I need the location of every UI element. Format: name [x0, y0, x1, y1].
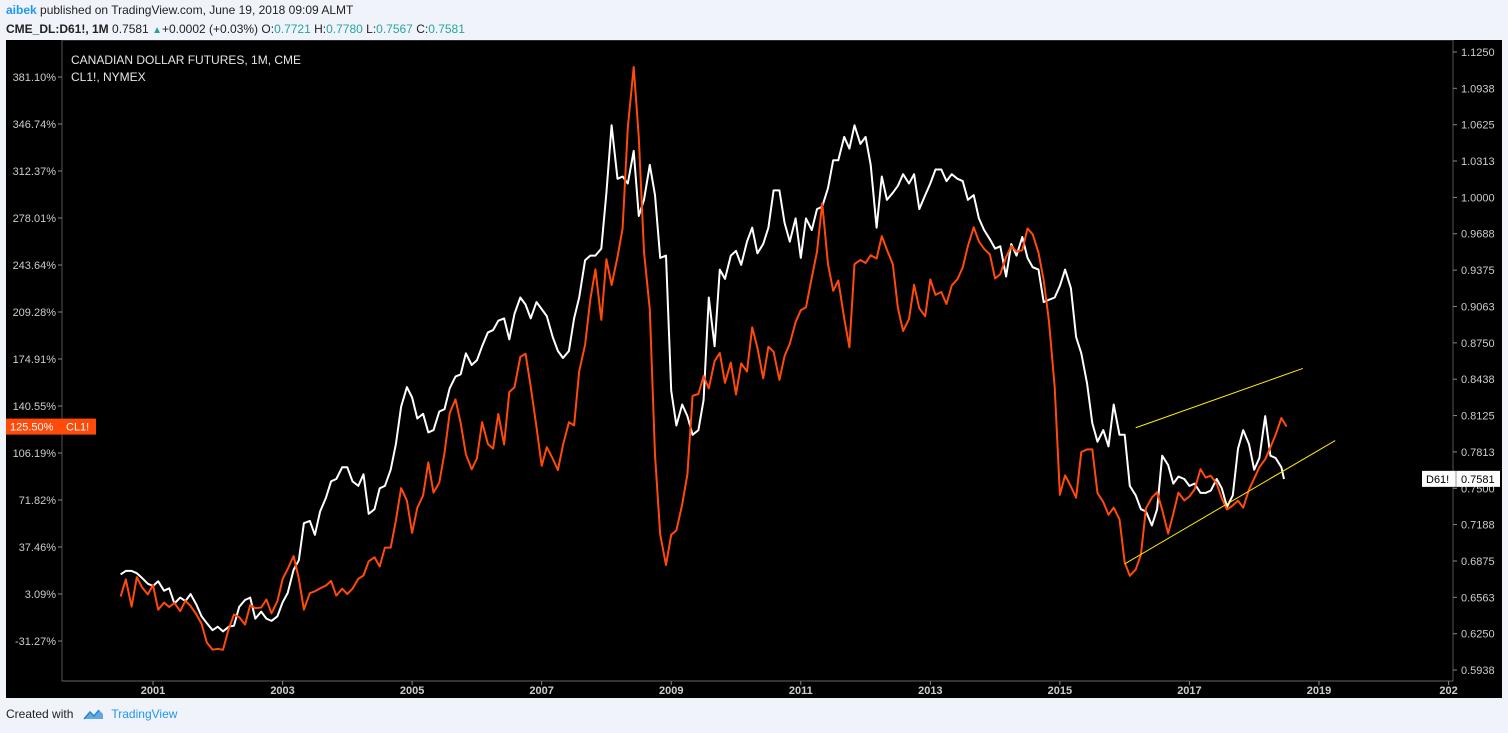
right-axis-label: 0.8125 — [1461, 411, 1495, 423]
x-axis-label: 2017 — [1177, 685, 1201, 697]
x-axis-label: 2011 — [789, 685, 813, 697]
right-axis-label: 0.9063 — [1461, 301, 1495, 313]
right-axis-label: 1.0000 — [1461, 192, 1495, 204]
left-axis-label: 3.09% — [25, 589, 56, 601]
x-axis-label: 2007 — [529, 685, 553, 697]
left-axis-label: 106.19% — [13, 448, 57, 460]
left-axis-label: 346.74% — [13, 119, 57, 131]
chart-title: CANADIAN DOLLAR FUTURES, 1M, CME — [71, 53, 301, 67]
left-axis-label: 209.28% — [13, 307, 57, 319]
x-axis-label: 2005 — [400, 685, 424, 697]
publish-info: aibek published on TradingView.com, June… — [6, 3, 353, 17]
right-axis-label: 0.7813 — [1461, 447, 1495, 459]
trendline-2 — [1124, 440, 1336, 565]
right-axis-label: 0.7188 — [1461, 520, 1495, 532]
left-axis-label: 312.37% — [13, 166, 57, 178]
x-axis-label: 202 — [1439, 685, 1457, 697]
x-axis-label: 2009 — [659, 685, 683, 697]
tradingview-cloud-icon — [83, 709, 104, 720]
right-axis-label: 0.8750 — [1461, 338, 1495, 350]
series-line-cl1 — [119, 66, 1288, 651]
symbol-info: CME_DL:D61!, 1M 0.7581 ▲+0.0002 (+0.03%)… — [6, 22, 465, 36]
series-line-d61 — [120, 124, 1285, 633]
publish-text: published on TradingView.com, June 19, 2… — [36, 3, 354, 17]
footer: Created with TradingView — [6, 707, 177, 721]
x-axis-label: 2015 — [1048, 685, 1072, 697]
chart-subtitle: CL1!, NYMEX — [71, 70, 146, 84]
left-axis-label: 278.01% — [13, 213, 57, 225]
trendline-1 — [1135, 367, 1303, 429]
high-value: 0.7780 — [326, 22, 363, 36]
right-axis-label: 0.6250 — [1461, 629, 1495, 641]
right-axis-label: 0.6563 — [1461, 592, 1495, 604]
close-value: 0.7581 — [428, 22, 465, 36]
right-axis-label: 0.8438 — [1461, 374, 1495, 386]
left-axis-label: -31.27% — [15, 636, 56, 648]
created-with-text: Created with — [6, 707, 74, 721]
low-value: 0.7567 — [376, 22, 413, 36]
oil-last-value-box — [6, 418, 96, 435]
cad-last-value-box — [1422, 470, 1500, 487]
x-axis-label: 2013 — [918, 685, 942, 697]
right-axis-label: 1.0313 — [1461, 156, 1495, 168]
symbol-name: CME_DL:D61!, 1M — [6, 22, 109, 36]
close-label: C: — [412, 22, 429, 36]
cad-last-value: 0.7581 — [1461, 474, 1495, 486]
left-axis-label: 174.91% — [13, 354, 57, 366]
right-axis-label: 1.1250 — [1461, 47, 1495, 59]
right-axis-label: 0.9688 — [1461, 229, 1495, 241]
plot-area — [61, 40, 1454, 682]
oil-symbol-tag: CL1! — [66, 422, 89, 434]
up-arrow-icon: ▲ — [152, 25, 162, 36]
x-axis-label: 2001 — [141, 685, 165, 697]
open-value: 0.7721 — [274, 22, 311, 36]
right-axis-label: 1.0625 — [1461, 120, 1495, 132]
left-axis-label: 140.55% — [13, 401, 57, 413]
right-axis-label: 0.6875 — [1461, 556, 1495, 568]
x-axis-label: 2019 — [1307, 685, 1331, 697]
left-axis-label: 71.82% — [19, 495, 57, 507]
right-axis-label: 1.0938 — [1461, 83, 1495, 95]
oil-last-value: 125.50% — [10, 422, 54, 434]
author-link[interactable]: aibek — [6, 3, 37, 17]
price-chart[interactable]: CANADIAN DOLLAR FUTURES, 1M, CME CL1!, N… — [6, 40, 1502, 698]
high-label: H: — [310, 22, 327, 36]
tradingview-link[interactable]: TradingView — [111, 707, 178, 721]
price-change: +0.0002 (+0.03%) — [161, 22, 259, 36]
left-axis-label: 37.46% — [19, 542, 57, 554]
x-axis-label: 2003 — [270, 685, 294, 697]
low-label: L: — [362, 22, 377, 36]
left-axis-label: 243.64% — [13, 260, 57, 272]
last-price: 0.7581 — [108, 22, 153, 36]
right-axis-label: 0.9375 — [1461, 265, 1495, 277]
left-axis-label: 381.10% — [13, 72, 57, 84]
cad-symbol-tag: D61! — [1426, 474, 1449, 486]
right-axis-label: 0.5938 — [1461, 665, 1495, 677]
chart-panel[interactable]: CANADIAN DOLLAR FUTURES, 1M, CME CL1!, N… — [6, 40, 1502, 698]
open-label: O: — [258, 22, 275, 36]
